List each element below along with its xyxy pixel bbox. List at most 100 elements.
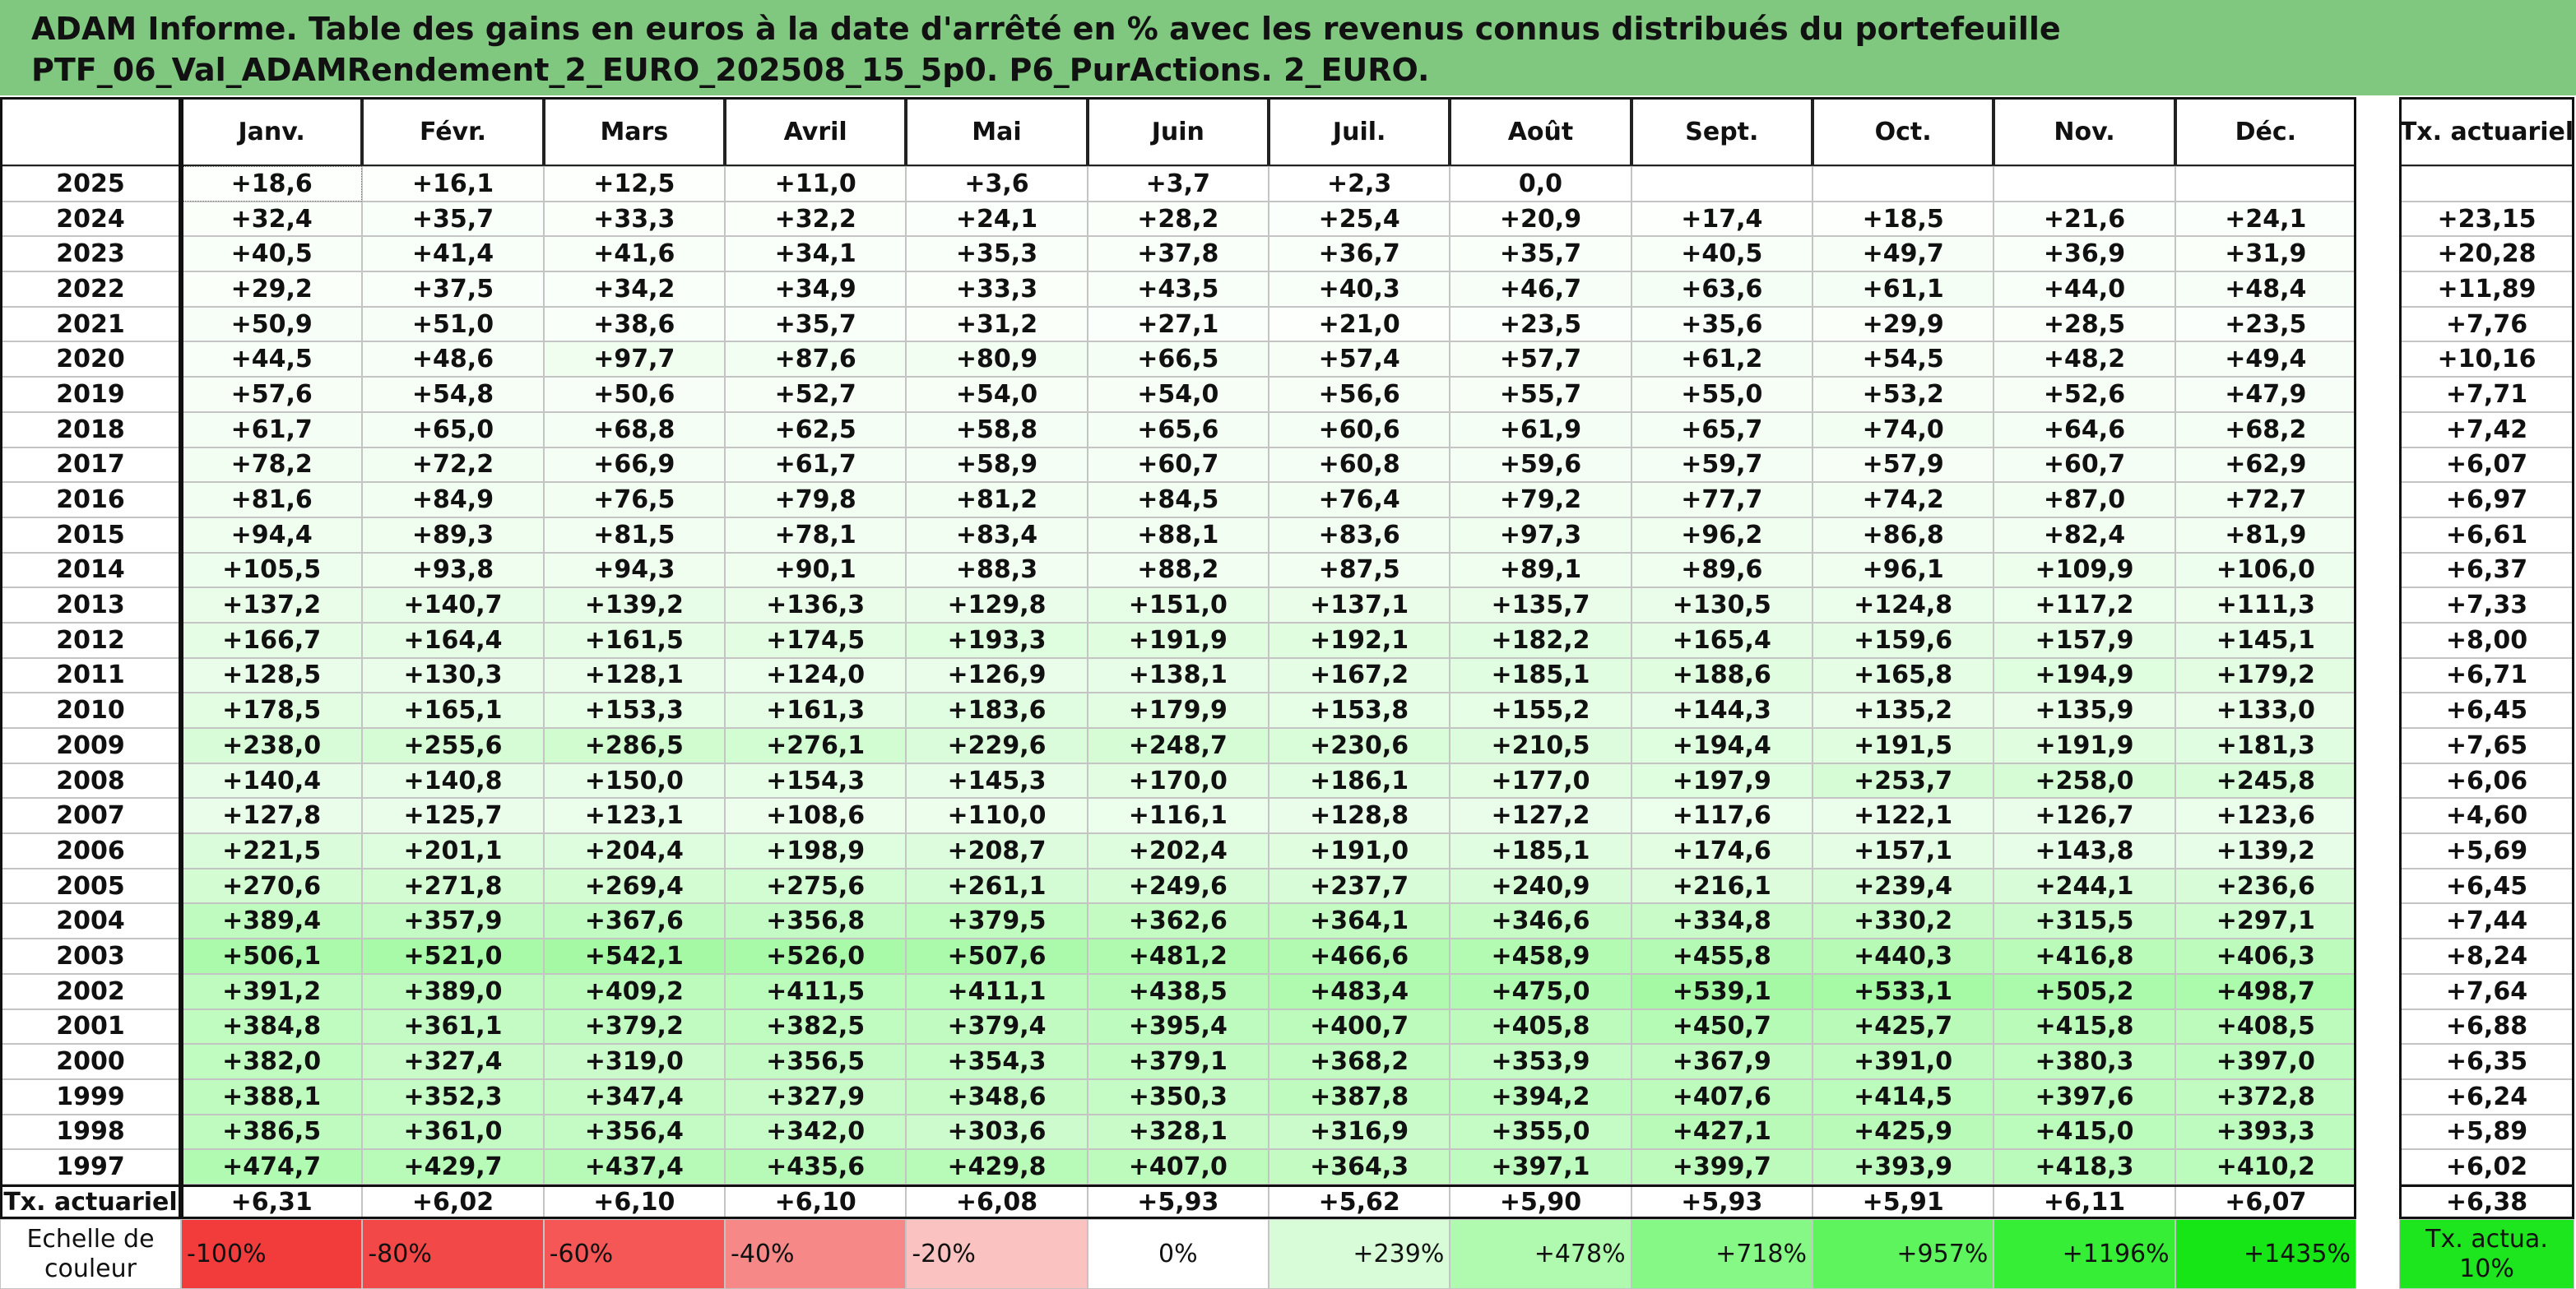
column-header: Févr. [362,97,544,166]
year-label: 2007 [0,798,181,834]
year-label: 2022 [0,271,181,307]
column-header: Juin [1087,97,1269,166]
gain-cell: +440,3 [1812,939,1994,974]
gain-cell: +372,8 [2175,1078,2356,1115]
gain-cell: +58,9 [906,447,1088,483]
gain-cell: +33,3 [906,271,1088,307]
gain-cell: +37,8 [1087,236,1269,272]
year-label: 2017 [0,447,181,483]
gain-cell: +177,0 [1450,763,1631,799]
gain-cell: +137,1 [1269,587,1450,623]
gain-cell: +31,2 [906,306,1088,342]
gain-cell: +387,8 [1269,1078,1450,1115]
gain-cell: +425,9 [1812,1114,1994,1150]
summary-cell: +5,93 [1087,1185,1269,1219]
summary-tx: +6,38 [2399,1185,2574,1219]
gain-cell: +429,7 [362,1149,544,1185]
scale-cell: +1435% [2175,1219,2356,1289]
year-label: 2001 [0,1008,181,1045]
gain-cell: +57,7 [1450,341,1631,378]
gain-cell: +357,9 [362,903,544,939]
column-header: Nov. [1993,97,2175,166]
gain-cell: +65,0 [362,411,544,447]
gain-cell: +108,6 [725,798,907,834]
gain-cell: +65,7 [1631,411,1812,447]
gain-cell: +255,6 [362,728,544,763]
column-header: Mars [543,97,725,166]
gain-cell: +418,3 [1993,1149,2175,1185]
gain-cell: +275,6 [725,868,907,904]
gain-cell: +191,5 [1812,728,1994,763]
gain-cell: +81,2 [906,482,1088,517]
gain-cell: +155,2 [1450,693,1631,729]
gain-cell: +66,5 [1087,341,1269,378]
gain-cell: +533,1 [1812,973,1994,1009]
gain-cell: +81,9 [2175,517,2356,553]
gain-cell: +61,7 [725,447,907,483]
gain-cell: +270,6 [181,868,363,904]
gain-cell: +151,0 [1087,587,1269,623]
gain-cell: +201,1 [362,833,544,869]
gain-cell: +61,7 [181,411,363,447]
summary-cell: +5,90 [1450,1185,1631,1219]
gain-cell: +382,5 [725,1008,907,1045]
gain-cell: +135,9 [1993,693,2175,729]
gain-cell: +122,1 [1812,798,1994,834]
gain-cell: +458,9 [1450,939,1631,974]
gain-cell: +93,8 [362,552,544,588]
column-header: Août [1450,97,1631,166]
gain-cell: +185,1 [1450,657,1631,693]
tx-cell: +7,44 [2399,903,2574,939]
gain-cell: +204,4 [543,833,725,869]
summary-label: Tx. actuariel [0,1185,181,1219]
gain-cell: +68,8 [543,411,725,447]
gain-cell: +297,1 [2175,903,2356,939]
corner [0,97,181,166]
year-label: 2019 [0,377,181,412]
gain-cell: +20,9 [1450,201,1631,237]
gain-cell: +29,9 [1812,306,1994,342]
gain-cell [1631,166,1812,202]
year-label: 2006 [0,833,181,869]
gain-cell: +57,6 [181,377,363,412]
gain-cell: +159,6 [1812,622,1994,658]
gain-cell: +33,3 [543,201,725,237]
tx-cell: +23,15 [2399,201,2574,237]
gain-cell: +89,3 [362,517,544,553]
gain-cell: +342,0 [725,1114,907,1150]
tx-cell: +8,24 [2399,939,2574,974]
gain-cell: +347,4 [543,1078,725,1115]
gain-cell: +128,8 [1269,798,1450,834]
gain-cell: +475,0 [1450,973,1631,1009]
gain-cell: +46,7 [1450,271,1631,307]
summary-cell: +6,07 [2175,1185,2356,1219]
tx-cell: +6,71 [2399,657,2574,693]
summary-cell: +6,10 [543,1185,725,1219]
gain-cell: +59,7 [1631,447,1812,483]
gain-cell: +89,1 [1450,552,1631,588]
gain-cell: +48,2 [1993,341,2175,378]
summary-cell: +6,08 [906,1185,1088,1219]
gain-cell: +498,7 [2175,973,2356,1009]
gain-cell: +74,0 [1812,411,1994,447]
gain-cell: +352,3 [362,1078,544,1115]
gain-cell: +57,9 [1812,447,1994,483]
gain-cell: +96,1 [1812,552,1994,588]
gain-cell: +24,1 [906,201,1088,237]
gain-cell: +425,7 [1812,1008,1994,1045]
gain-cell: +40,5 [1631,236,1812,272]
gain-cell: +88,1 [1087,517,1269,553]
gain-cell: +353,9 [1450,1044,1631,1079]
column-header: Avril [725,97,907,166]
gain-cell: +72,2 [362,447,544,483]
gain-cell: +140,4 [181,763,363,799]
gain-cell: +153,3 [543,693,725,729]
gain-cell: +542,1 [543,939,725,974]
gain-cell: +165,4 [1631,622,1812,658]
gain-cell: +210,5 [1450,728,1631,763]
gain-cell: +24,1 [2175,201,2356,237]
gain-cell: +161,5 [543,622,725,658]
gain-cell: +393,9 [1812,1149,1994,1185]
gain-cell: +117,6 [1631,798,1812,834]
gain-cell: +11,0 [725,166,907,202]
